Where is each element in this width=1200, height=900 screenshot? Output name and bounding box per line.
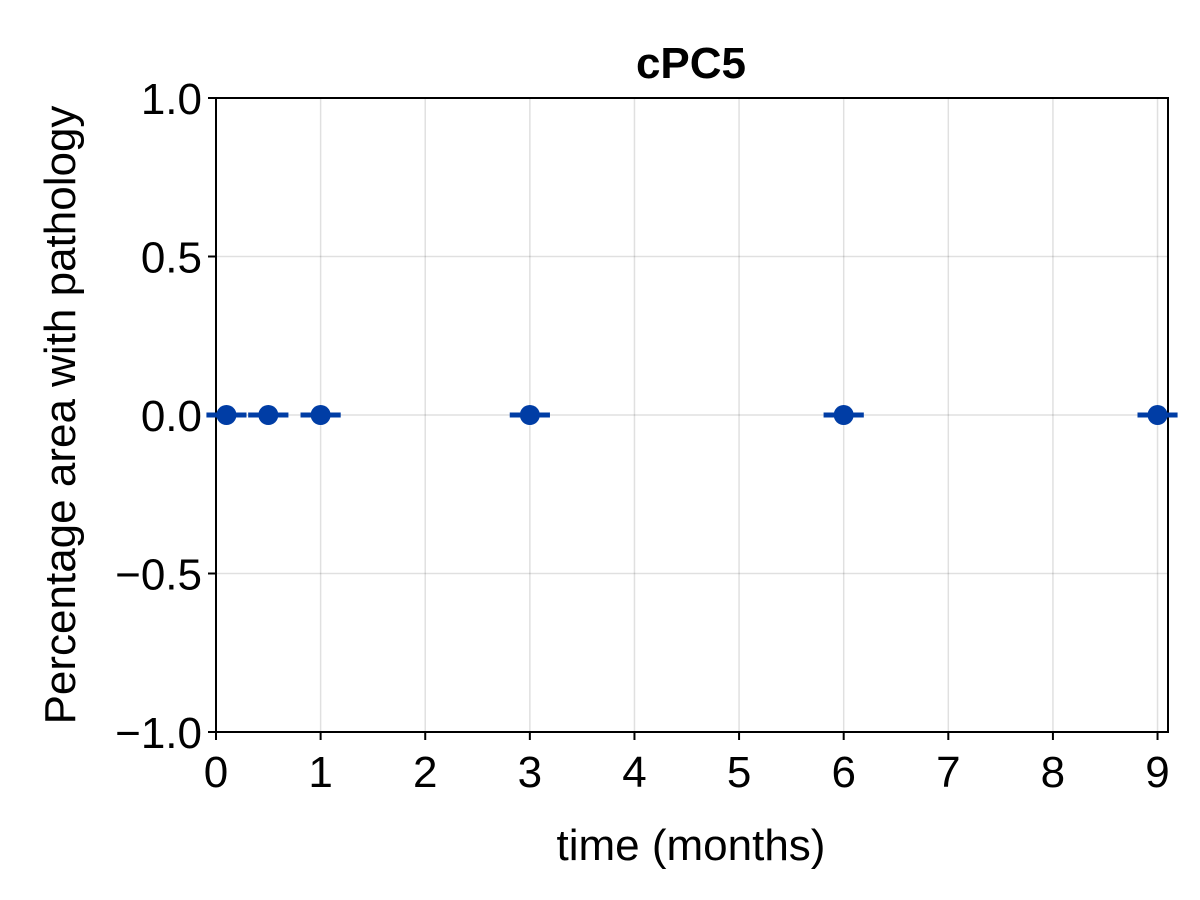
- x-tick-label: 3: [518, 748, 542, 797]
- y-tick-label: −0.5: [115, 551, 202, 600]
- data-point: [833, 405, 854, 425]
- y-axis-label: Percentage area with pathology: [36, 106, 85, 725]
- y-tick-label: 1.0: [141, 75, 202, 124]
- x-tick-label: 8: [1041, 748, 1065, 797]
- x-tick-label: 0: [204, 748, 228, 797]
- x-tick-label: 4: [622, 748, 646, 797]
- y-tick-label: 0.5: [141, 234, 202, 283]
- data-point: [258, 405, 279, 425]
- y-axis: −1.0 −0.5 0.0 0.5 1.0: [115, 75, 216, 758]
- grid: [215, 97, 1168, 733]
- data-point: [1147, 405, 1168, 425]
- x-tick-label: 1: [308, 748, 332, 797]
- data-point: [310, 405, 331, 425]
- x-tick-label: 9: [1145, 748, 1169, 797]
- x-tick-label: 7: [936, 748, 960, 797]
- data-marks: [206, 405, 1178, 425]
- x-tick-label: 2: [413, 748, 437, 797]
- y-tick-label: 0.0: [141, 392, 202, 441]
- x-axis: 0 1 2 3 4 5 6 7 8 9: [204, 732, 1170, 797]
- data-point: [216, 405, 237, 425]
- x-axis-label: time (months): [557, 821, 826, 870]
- chart-title: cPC5: [636, 39, 746, 88]
- x-tick-label: 6: [831, 748, 855, 797]
- x-tick-label: 5: [727, 748, 751, 797]
- y-tick-label: −1.0: [115, 709, 202, 758]
- data-point: [519, 405, 540, 425]
